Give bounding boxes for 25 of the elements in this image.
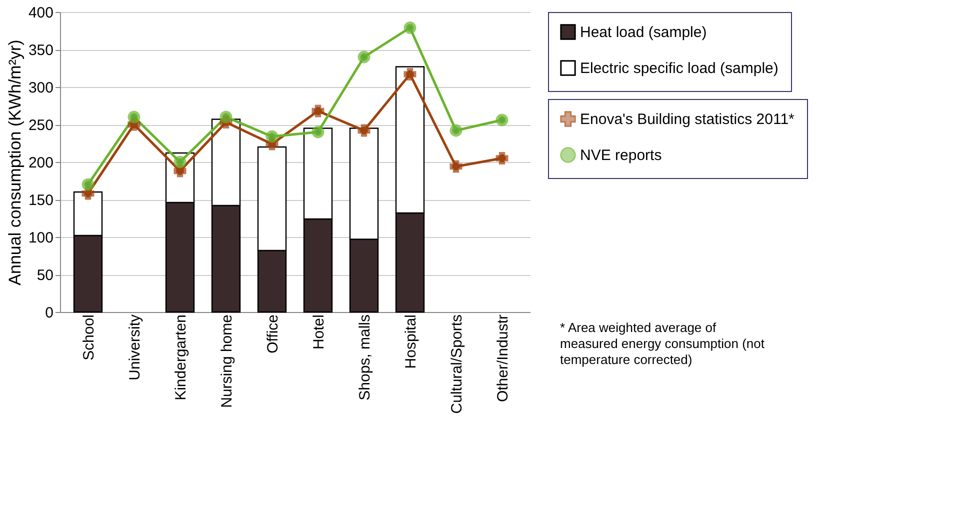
y-tick-label: 350 <box>28 42 54 59</box>
y-axis-title: Annual consumption (KWh/m²yr) <box>5 40 24 286</box>
y-tick-label: 250 <box>28 117 54 134</box>
text: * Area weighted average of measured energy consumption (not temperature corrected) <box>560 320 765 367</box>
x-tick-label: Nursing home <box>218 314 236 408</box>
y-tick-label: 0 <box>45 304 54 322</box>
x-tick-label: Kindergarten <box>172 314 190 400</box>
y-tick-label: 50 <box>36 267 54 284</box>
x-tick-label: Office <box>264 314 282 354</box>
x-tick-label: University <box>126 314 144 380</box>
legend-label: Electric specific load (sample) <box>580 60 778 77</box>
y-tick-label: 300 <box>28 80 54 96</box>
y-tick-label: 100 <box>28 230 54 246</box>
legend-label: Enova's Building statistics 2011* <box>580 111 795 128</box>
x-tick-label: Shops, malls <box>356 314 374 400</box>
x-tick-label: Cultural/Sports <box>448 314 466 414</box>
x-tick-label: Hotel <box>310 314 328 350</box>
x-tick-label: School <box>80 314 98 360</box>
y-tick-label: 400 <box>28 4 54 22</box>
x-tick-label: Other/Industr <box>494 314 512 402</box>
x-tick-label: Hospital <box>402 314 420 369</box>
legend-label: Heat load (sample) <box>580 24 707 41</box>
y-tick-label: 150 <box>28 192 54 209</box>
y-tick-label: 200 <box>28 154 54 172</box>
legend-label: NVE reports <box>580 147 662 164</box>
